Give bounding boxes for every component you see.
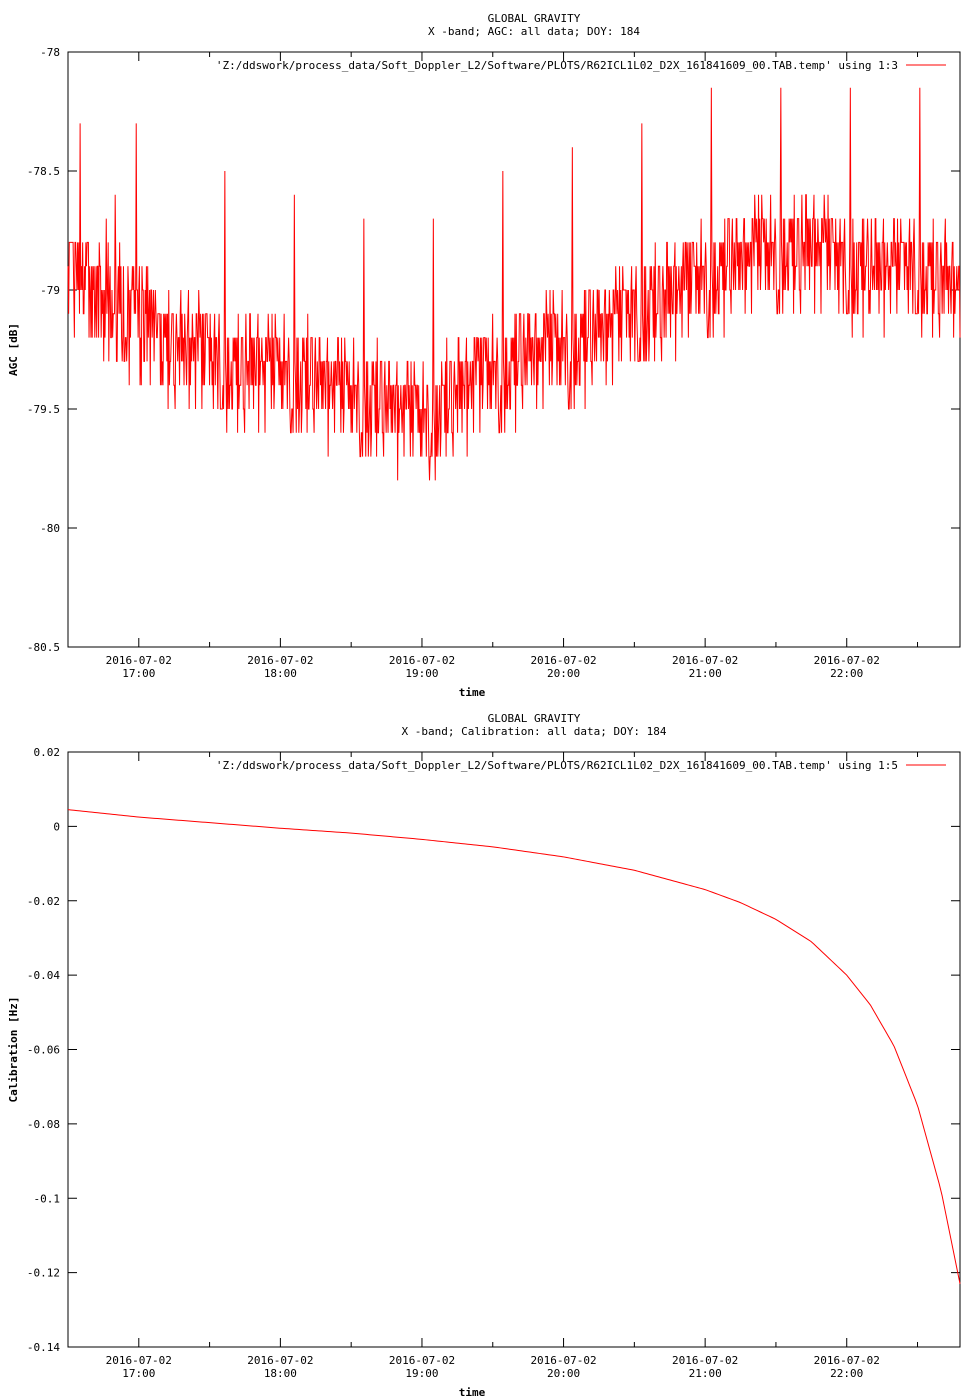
chart-2-xtick-date-label: 2016-07-02 — [530, 1354, 596, 1367]
chart-1-xtick-date-label: 2016-07-02 — [106, 654, 172, 667]
chart-2-subtitle: X -band; Calibration: all data; DOY: 184 — [402, 725, 667, 738]
chart-1-xtick-date-label: 2016-07-02 — [672, 654, 738, 667]
chart-2-plot-frame — [67, 751, 961, 1348]
chart-1-title: GLOBAL GRAVITY — [488, 12, 581, 25]
chart-1-ytick-label: -79.5 — [27, 403, 60, 416]
chart-2-ytick-label: -0.14 — [27, 1341, 60, 1354]
chart-2-xtick-time-label: 19:00 — [405, 1367, 438, 1380]
chart-2-xtick-date-label: 2016-07-02 — [389, 1354, 455, 1367]
chart-2-ytick-label: -0.1 — [34, 1192, 61, 1205]
chart-2-ytick-label: 0 — [53, 820, 60, 833]
chart-1-ytick-label: -80 — [40, 522, 60, 535]
chart-1-xtick-date-label: 2016-07-02 — [247, 654, 313, 667]
chart-1-series-line — [67, 87, 961, 481]
chart-1-xtick-date-label: 2016-07-02 — [389, 654, 455, 667]
chart-2-xtick-time-label: 17:00 — [122, 1367, 155, 1380]
chart-2-ytick-label: -0.12 — [27, 1267, 60, 1280]
chart-1-xtick-date-label: 2016-07-02 — [530, 654, 596, 667]
chart-1-ytick-label: -78 — [40, 46, 60, 59]
chart-1-xtick-date-label: 2016-07-02 — [814, 654, 880, 667]
chart-2-ytick-label: -0.06 — [27, 1044, 60, 1057]
chart-2-xtick-time-label: 22:00 — [830, 1367, 863, 1380]
chart-1-ytick-label: -79 — [40, 284, 60, 297]
chart-2-ytick-label: -0.02 — [27, 895, 60, 908]
chart-1-ytick-label: -80.5 — [27, 641, 60, 654]
chart-2-ytick-label: -0.08 — [27, 1118, 60, 1131]
chart-2-xtick-date-label: 2016-07-02 — [814, 1354, 880, 1367]
chart-1-plot-frame — [67, 51, 961, 648]
chart-1-yaxis-label: AGC [dB] — [7, 323, 20, 376]
chart-2-xtick-time-label: 21:00 — [689, 1367, 722, 1380]
chart-2-ytick-label: 0.02 — [34, 746, 61, 759]
chart-2-xtick-date-label: 2016-07-02 — [247, 1354, 313, 1367]
chart-1-xtick-time-label: 17:00 — [122, 667, 155, 680]
chart-1-ytick-label: -78.5 — [27, 165, 60, 178]
chart-1-xtick-time-label: 18:00 — [264, 667, 297, 680]
chart-2-legend-label: 'Z:/ddswork/process_data/Soft_Doppler_L2… — [216, 759, 898, 772]
chart-2-title: GLOBAL GRAVITY — [488, 712, 581, 725]
chart-1-xtick-time-label: 22:00 — [830, 667, 863, 680]
chart-1-xtick-time-label: 20:00 — [547, 667, 580, 680]
chart-2-xaxis-label: time — [459, 1386, 486, 1399]
chart-2-yaxis-label: Calibration [Hz] — [7, 997, 20, 1103]
chart-2-series-line — [67, 809, 961, 1284]
chart-1-legend-label: 'Z:/ddswork/process_data/Soft_Doppler_L2… — [216, 59, 898, 72]
chart-2-xtick-date-label: 2016-07-02 — [106, 1354, 172, 1367]
chart-2-xtick-time-label: 18:00 — [264, 1367, 297, 1380]
chart-2-ytick-label: -0.04 — [27, 969, 60, 982]
chart-1-xtick-time-label: 21:00 — [689, 667, 722, 680]
chart-2-xtick-time-label: 20:00 — [547, 1367, 580, 1380]
chart-1-xtick-time-label: 19:00 — [405, 667, 438, 680]
chart-1-xaxis-label: time — [459, 686, 486, 699]
chart-1-subtitle: X -band; AGC: all data; DOY: 184 — [428, 25, 640, 38]
chart-2-xtick-date-label: 2016-07-02 — [672, 1354, 738, 1367]
